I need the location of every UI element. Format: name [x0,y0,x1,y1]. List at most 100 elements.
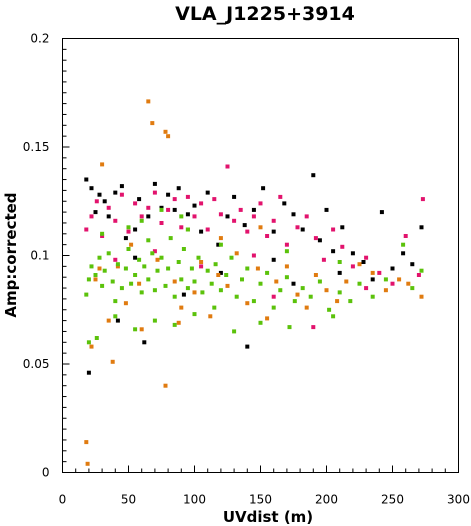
data-point [176,320,181,325]
data-point [89,186,94,191]
data-point [123,301,128,306]
data-point [176,260,181,264]
data-point [129,281,134,286]
data-point [225,164,230,169]
data-point [377,270,382,275]
data-point [383,288,388,293]
data-point [313,273,318,277]
data-point [232,194,237,199]
data-point [152,318,157,323]
data-point [205,268,210,273]
data-point [113,190,118,195]
data-point [232,329,237,334]
x-tick-label: 300 [447,493,470,507]
data-point [179,305,184,310]
data-point [218,270,223,275]
data-point [271,257,276,262]
data-point [126,229,131,234]
x-tick-label: 250 [381,493,404,507]
data-point [129,242,134,247]
data-point [150,121,155,126]
data-point [166,134,171,139]
data-point [287,325,292,330]
data-point [139,327,144,332]
data-point [159,221,164,225]
data-point [331,314,336,319]
data-point [192,203,197,208]
data-point [200,290,205,295]
data-point [278,194,283,199]
data-point [261,186,266,191]
data-point [271,305,276,310]
data-point [284,275,289,280]
data-point [139,214,144,219]
data-point [327,307,332,312]
data-point [97,192,102,197]
data-point [192,290,197,295]
data-point [370,277,375,282]
data-point [300,286,305,291]
data-point [123,266,128,271]
data-point [85,461,90,466]
data-point [199,264,204,269]
data-point [159,205,164,210]
data-point [139,218,144,223]
data-point [113,257,118,262]
data-point [133,255,138,260]
data-point [419,225,424,230]
data-point [185,227,190,232]
data-point [189,266,194,271]
x-tick-label: 0 [59,493,67,507]
data-point [234,294,239,299]
data-point [218,288,223,293]
x-tick-label: 50 [121,493,136,507]
data-point [159,207,164,212]
data-point [199,260,204,264]
data-point [133,227,138,232]
data-point [126,247,131,251]
data-point [331,227,336,232]
data-point [218,236,223,241]
data-point [284,242,289,247]
data-point [245,344,250,349]
data-point [152,249,157,254]
data-point [317,238,322,243]
data-point [271,218,276,223]
y-axis-label: Amp:corrected [2,192,20,317]
data-point [155,257,160,262]
data-point [89,214,94,219]
data-point [94,336,99,340]
data-point [172,207,177,212]
data-point [86,340,91,345]
data-point [163,129,168,134]
data-point [410,286,415,291]
data-point [232,218,237,223]
data-point [370,270,375,275]
data-point [133,273,138,277]
data-point [350,264,355,269]
data-point [93,273,98,277]
data-point [390,266,395,271]
data-point [218,212,223,217]
data-point [106,251,111,256]
data-point [102,268,107,273]
data-point [192,312,197,317]
data-point [238,207,243,212]
data-point [106,205,111,210]
data-point [119,184,124,189]
data-point [419,268,424,273]
data-point [137,257,142,262]
data-point [364,286,369,291]
data-point [84,440,89,445]
data-point [192,214,197,219]
chart-title: VLA_J1225+3914 [175,3,355,25]
data-point [213,262,218,267]
data-point [337,290,342,295]
data-point [86,277,91,282]
data-point [152,190,157,195]
data-point [172,279,177,284]
data-point [159,255,164,260]
data-point [324,288,329,293]
data-points [84,99,425,466]
